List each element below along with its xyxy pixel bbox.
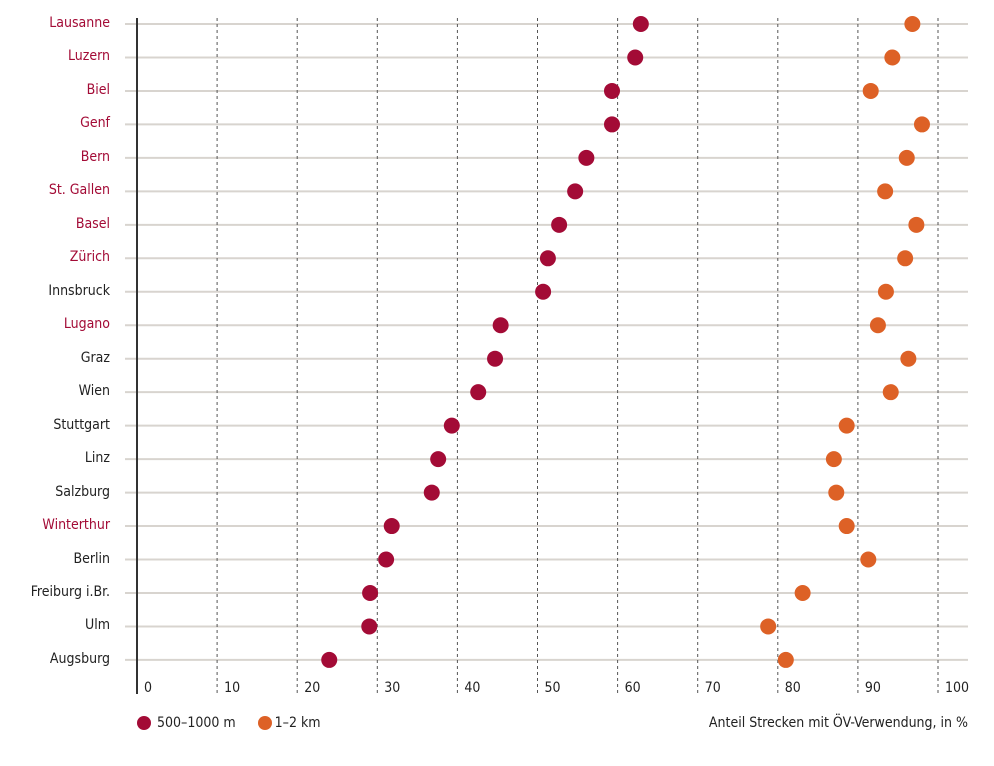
category-label: Biel (86, 81, 110, 98)
category-label: St. Gallen (48, 182, 110, 199)
x-tick-label: 70 (704, 680, 721, 696)
x-tick-label: 0 (144, 680, 153, 696)
x-tick-label: 20 (304, 680, 321, 696)
x-tick-label: 100 (945, 680, 970, 696)
x-tick-label: 60 (624, 680, 641, 696)
data-point-series2 (869, 317, 886, 334)
category-label: Wien (78, 383, 110, 400)
legend-dot-series2 (257, 716, 272, 730)
data-point-series1 (378, 551, 395, 568)
data-point-series1 (321, 651, 338, 668)
category-label: Stuttgart (53, 416, 110, 433)
data-point-series1 (470, 384, 487, 401)
category-label: Freiburg i.Br. (30, 583, 110, 600)
data-point-series1 (383, 518, 400, 535)
category-label: Winterthur (42, 517, 110, 534)
data-point-series1 (535, 283, 552, 300)
category-label: Lausanne (49, 15, 110, 31)
data-point-series2 (828, 484, 845, 501)
category-label: Ulm (85, 617, 110, 634)
x-tick-label: 80 (784, 680, 801, 696)
data-point-series2 (877, 283, 894, 300)
x-tick-label: 10 (224, 680, 241, 696)
data-point-series1 (603, 116, 620, 133)
data-point-series1 (487, 350, 504, 367)
data-point-series1 (539, 250, 556, 267)
data-point-series1 (578, 149, 595, 166)
data-point-series2 (760, 618, 777, 635)
data-point-series2 (794, 584, 811, 601)
data-point-series2 (904, 16, 921, 32)
category-label: Linz (84, 450, 110, 467)
x-tick-label: 50 (544, 680, 561, 696)
legend-dot-series1 (137, 716, 151, 730)
category-label: Zürich (69, 249, 110, 266)
category-label: Genf (80, 115, 110, 132)
data-point-series1 (567, 183, 584, 200)
data-point-series1 (632, 16, 649, 32)
data-point-series2 (897, 250, 914, 267)
data-point-series1 (603, 82, 620, 99)
category-label: Graz (80, 349, 110, 366)
category-label: Lugano (63, 316, 110, 333)
x-tick-label: 40 (464, 680, 481, 696)
category-label: Salzburg (55, 483, 110, 500)
category-label: Basel (75, 215, 110, 232)
data-point-series2 (908, 216, 925, 233)
category-label: Berlin (73, 550, 110, 567)
data-point-series2 (777, 651, 794, 668)
data-point-series2 (898, 149, 915, 166)
data-point-series2 (884, 49, 901, 66)
data-point-series2 (860, 551, 877, 568)
data-point-series2 (825, 451, 842, 468)
data-point-series2 (882, 384, 899, 401)
data-point-series2 (900, 350, 917, 367)
data-point-series2 (838, 417, 855, 434)
data-point-series1 (423, 484, 440, 501)
x-tick-label: 90 (864, 680, 881, 696)
data-point-series1 (443, 417, 460, 434)
category-label: Bern (80, 148, 110, 165)
legend-label-series1: 500–1000 m (157, 715, 236, 731)
category-label: Innsbruck (48, 282, 110, 299)
category-label: Luzern (67, 48, 110, 65)
data-point-series2 (877, 183, 894, 200)
legend: 500–1000 m 1–2 km (137, 715, 321, 731)
data-point-series1 (492, 317, 509, 334)
x-axis-label: Anteil Strecken mit ÖV-Verwendung, in % (708, 715, 968, 731)
data-point-series1 (362, 584, 379, 601)
data-point-series2 (913, 116, 930, 133)
data-point-series1 (361, 618, 378, 635)
category-label: Augsburg (49, 650, 110, 667)
x-tick-label: 30 (384, 680, 401, 696)
data-point-series1 (627, 49, 644, 66)
data-point-series2 (838, 518, 855, 535)
legend-label-series2: 1–2 km (274, 715, 321, 731)
data-point-series1 (430, 451, 447, 468)
data-point-series2 (862, 82, 879, 99)
data-point-series1 (551, 216, 568, 233)
